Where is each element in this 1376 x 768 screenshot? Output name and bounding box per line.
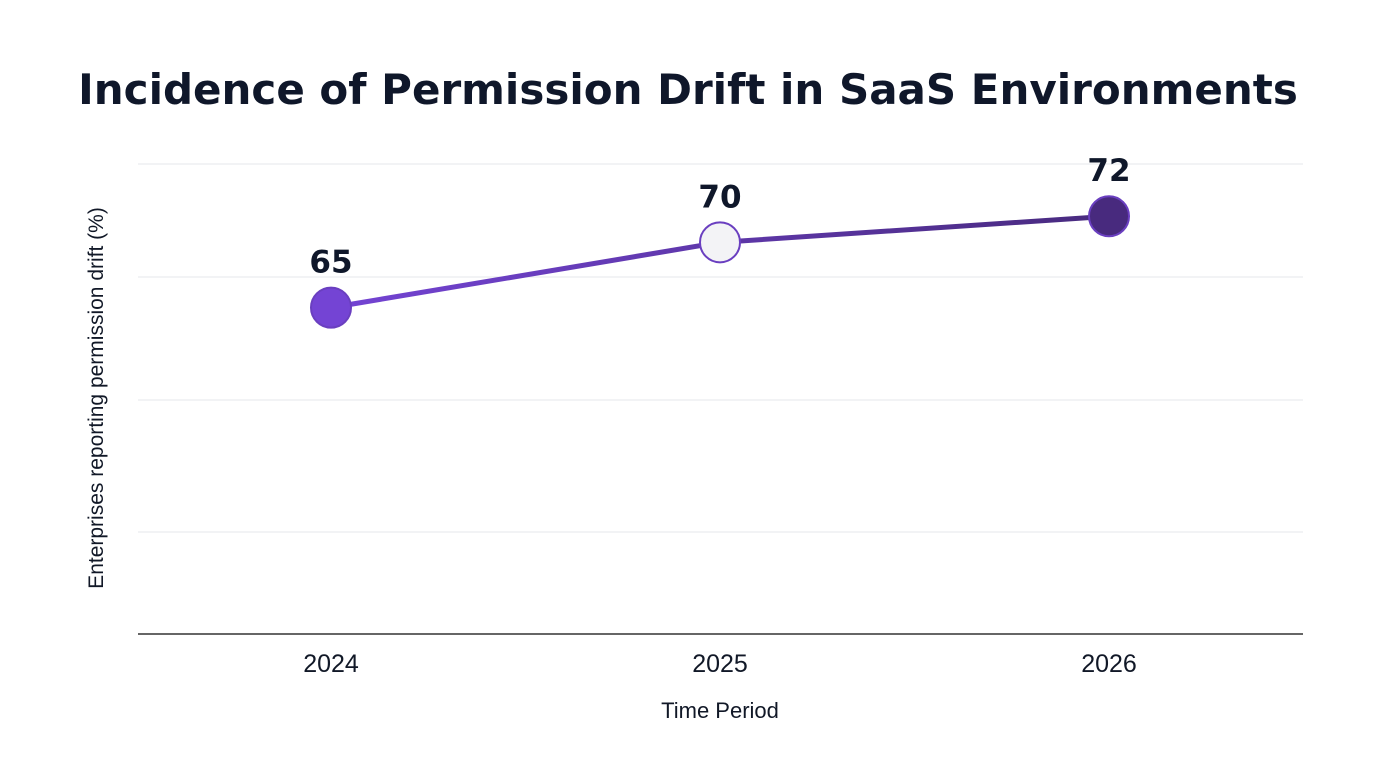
data-point	[310, 286, 352, 329]
gridlines	[138, 163, 1303, 533]
x-tick-label: 2024	[303, 650, 359, 678]
series-group: 65 70 72	[309, 153, 1131, 329]
series-line-segment	[328, 239, 723, 311]
data-label: 65	[309, 245, 352, 281]
series-line-segment	[717, 213, 1112, 245]
data-label: 72	[1087, 153, 1130, 189]
data-label: 70	[698, 179, 741, 215]
x-tick-label: 2025	[692, 650, 748, 678]
x-axis-label: Time Period	[661, 698, 779, 723]
data-point	[699, 221, 741, 264]
chart-title: Incidence of Permission Drift in SaaS En…	[78, 65, 1298, 114]
data-point	[1088, 195, 1130, 238]
y-axis-label: Enterprises reporting permission drift (…	[85, 207, 108, 589]
x-tick-label: 2026	[1081, 650, 1137, 678]
x-tick-labels: 2024 2025 2026	[303, 650, 1137, 678]
